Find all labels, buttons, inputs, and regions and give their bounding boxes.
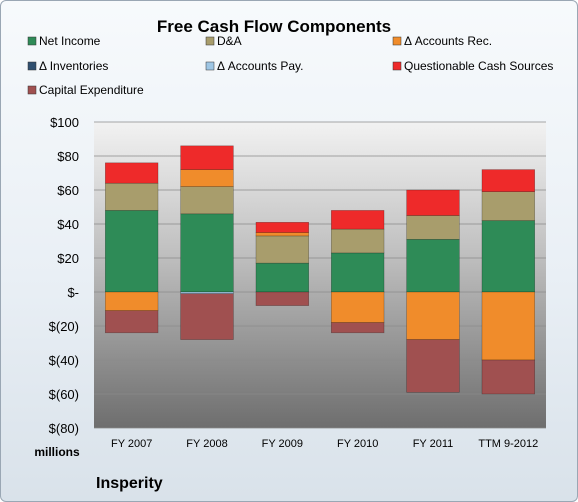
bar-questionable-cash-sources-fy-2011 <box>406 189 460 216</box>
bar-capital-expenditure-fy-2009 <box>255 291 309 306</box>
y-tick-label: $(40) <box>49 353 79 368</box>
legend-swatch-questionable-cash-sources <box>392 61 402 71</box>
bar-net-income-fy-2011 <box>406 239 460 293</box>
bar-d-a-fy-2011 <box>406 215 460 240</box>
bar-questionable-cash-sources-fy-2008 <box>180 145 234 170</box>
bar-net-income-fy-2007 <box>105 210 159 293</box>
legend-swatch-delta-accounts-pay <box>205 61 215 71</box>
legend-swatch-d-a <box>205 36 215 46</box>
bar-net-income-ttm-9-2012 <box>481 220 536 293</box>
bar-capital-expenditure-ttm-9-2012 <box>481 359 536 395</box>
bar-questionable-cash-sources-fy-2007 <box>105 162 159 184</box>
bar-delta-accounts-rec-fy-2008 <box>180 169 234 187</box>
bar-d-a-ttm-9-2012 <box>481 191 536 221</box>
bar-net-income-fy-2009 <box>255 262 309 293</box>
y-tick-labels: $100 $80 $60 $40 $20 $- $(20) $(40) $(60) $(80) <box>49 115 79 436</box>
x-tick-label: FY 2009 <box>262 438 303 450</box>
x-tick-label: FY 2011 <box>413 438 454 450</box>
x-tick-labels: FY 2007 FY 2008 FY 2009 FY 2010 FY 2011 TTM 9… <box>111 438 538 450</box>
y-tick-label: $- <box>67 285 79 300</box>
y-tick-label: $40 <box>57 217 79 232</box>
bar-delta-accounts-rec-fy-2011 <box>406 291 460 340</box>
legend-label-delta-accounts-pay: Δ Accounts Pay. <box>217 59 304 73</box>
gridlines <box>94 121 546 429</box>
bar-delta-accounts-rec-ttm-9-2012 <box>481 291 536 361</box>
bar-delta-accounts-rec-fy-2009 <box>255 232 309 237</box>
y-tick-label: $(60) <box>49 387 79 402</box>
plot-area <box>94 122 546 428</box>
bars <box>105 145 536 395</box>
legend: Net Income D&A Δ Accounts Rec. Δ Inventorie… <box>27 34 553 97</box>
legend-label-questionable-cash-sources: Questionable Cash Sources <box>404 59 553 73</box>
y-tick-label: $(80) <box>49 421 79 436</box>
y-tick-label: $80 <box>57 149 79 164</box>
y-axis-unit-label: millions <box>34 445 80 459</box>
chart-title: Free Cash Flow Components <box>157 17 391 36</box>
bar-capital-expenditure-fy-2011 <box>406 339 460 393</box>
bar-questionable-cash-sources-fy-2009 <box>255 222 309 233</box>
legend-swatch-delta-inventories <box>27 61 37 71</box>
legend-label-net-income: Net Income <box>39 34 101 48</box>
y-tick-label: $(20) <box>49 319 79 334</box>
legend-swatch-capital-expenditure <box>27 85 37 95</box>
legend-swatch-net-income <box>27 36 37 46</box>
company-name: Insperity <box>96 475 163 492</box>
x-tick-label: TTM 9-2012 <box>478 438 538 450</box>
y-tick-label: $20 <box>57 251 79 266</box>
bar-capital-expenditure-fy-2007 <box>105 310 159 334</box>
bar-d-a-fy-2007 <box>105 182 159 211</box>
bar-d-a-fy-2008 <box>180 186 234 215</box>
bar-net-income-fy-2010 <box>330 252 385 293</box>
bar-capital-expenditure-fy-2010 <box>330 322 385 334</box>
bar-net-income-fy-2008 <box>180 213 234 293</box>
bar-d-a-fy-2009 <box>255 235 309 264</box>
x-tick-label: FY 2010 <box>337 438 378 450</box>
bar-capital-expenditure-fy-2008 <box>180 293 234 340</box>
bar-delta-accounts-rec-fy-2007 <box>105 291 159 312</box>
x-tick-label: FY 2008 <box>186 438 227 450</box>
bar-d-a-fy-2010 <box>330 228 385 254</box>
bar-questionable-cash-sources-ttm-9-2012 <box>481 169 536 193</box>
legend-label-delta-accounts-rec: Δ Accounts Rec. <box>404 34 492 48</box>
legend-label-delta-inventories: Δ Inventories <box>39 59 108 73</box>
y-tick-label: $60 <box>57 183 79 198</box>
legend-label-d-a: D&A <box>217 34 242 48</box>
bar-delta-accounts-rec-fy-2010 <box>330 291 385 323</box>
y-tick-label: $100 <box>50 115 79 130</box>
bar-questionable-cash-sources-fy-2010 <box>330 210 385 230</box>
legend-label-capital-expenditure: Capital Expenditure <box>39 83 144 97</box>
legend-swatch-delta-accounts-rec <box>392 36 402 46</box>
x-tick-label: FY 2007 <box>111 438 152 450</box>
